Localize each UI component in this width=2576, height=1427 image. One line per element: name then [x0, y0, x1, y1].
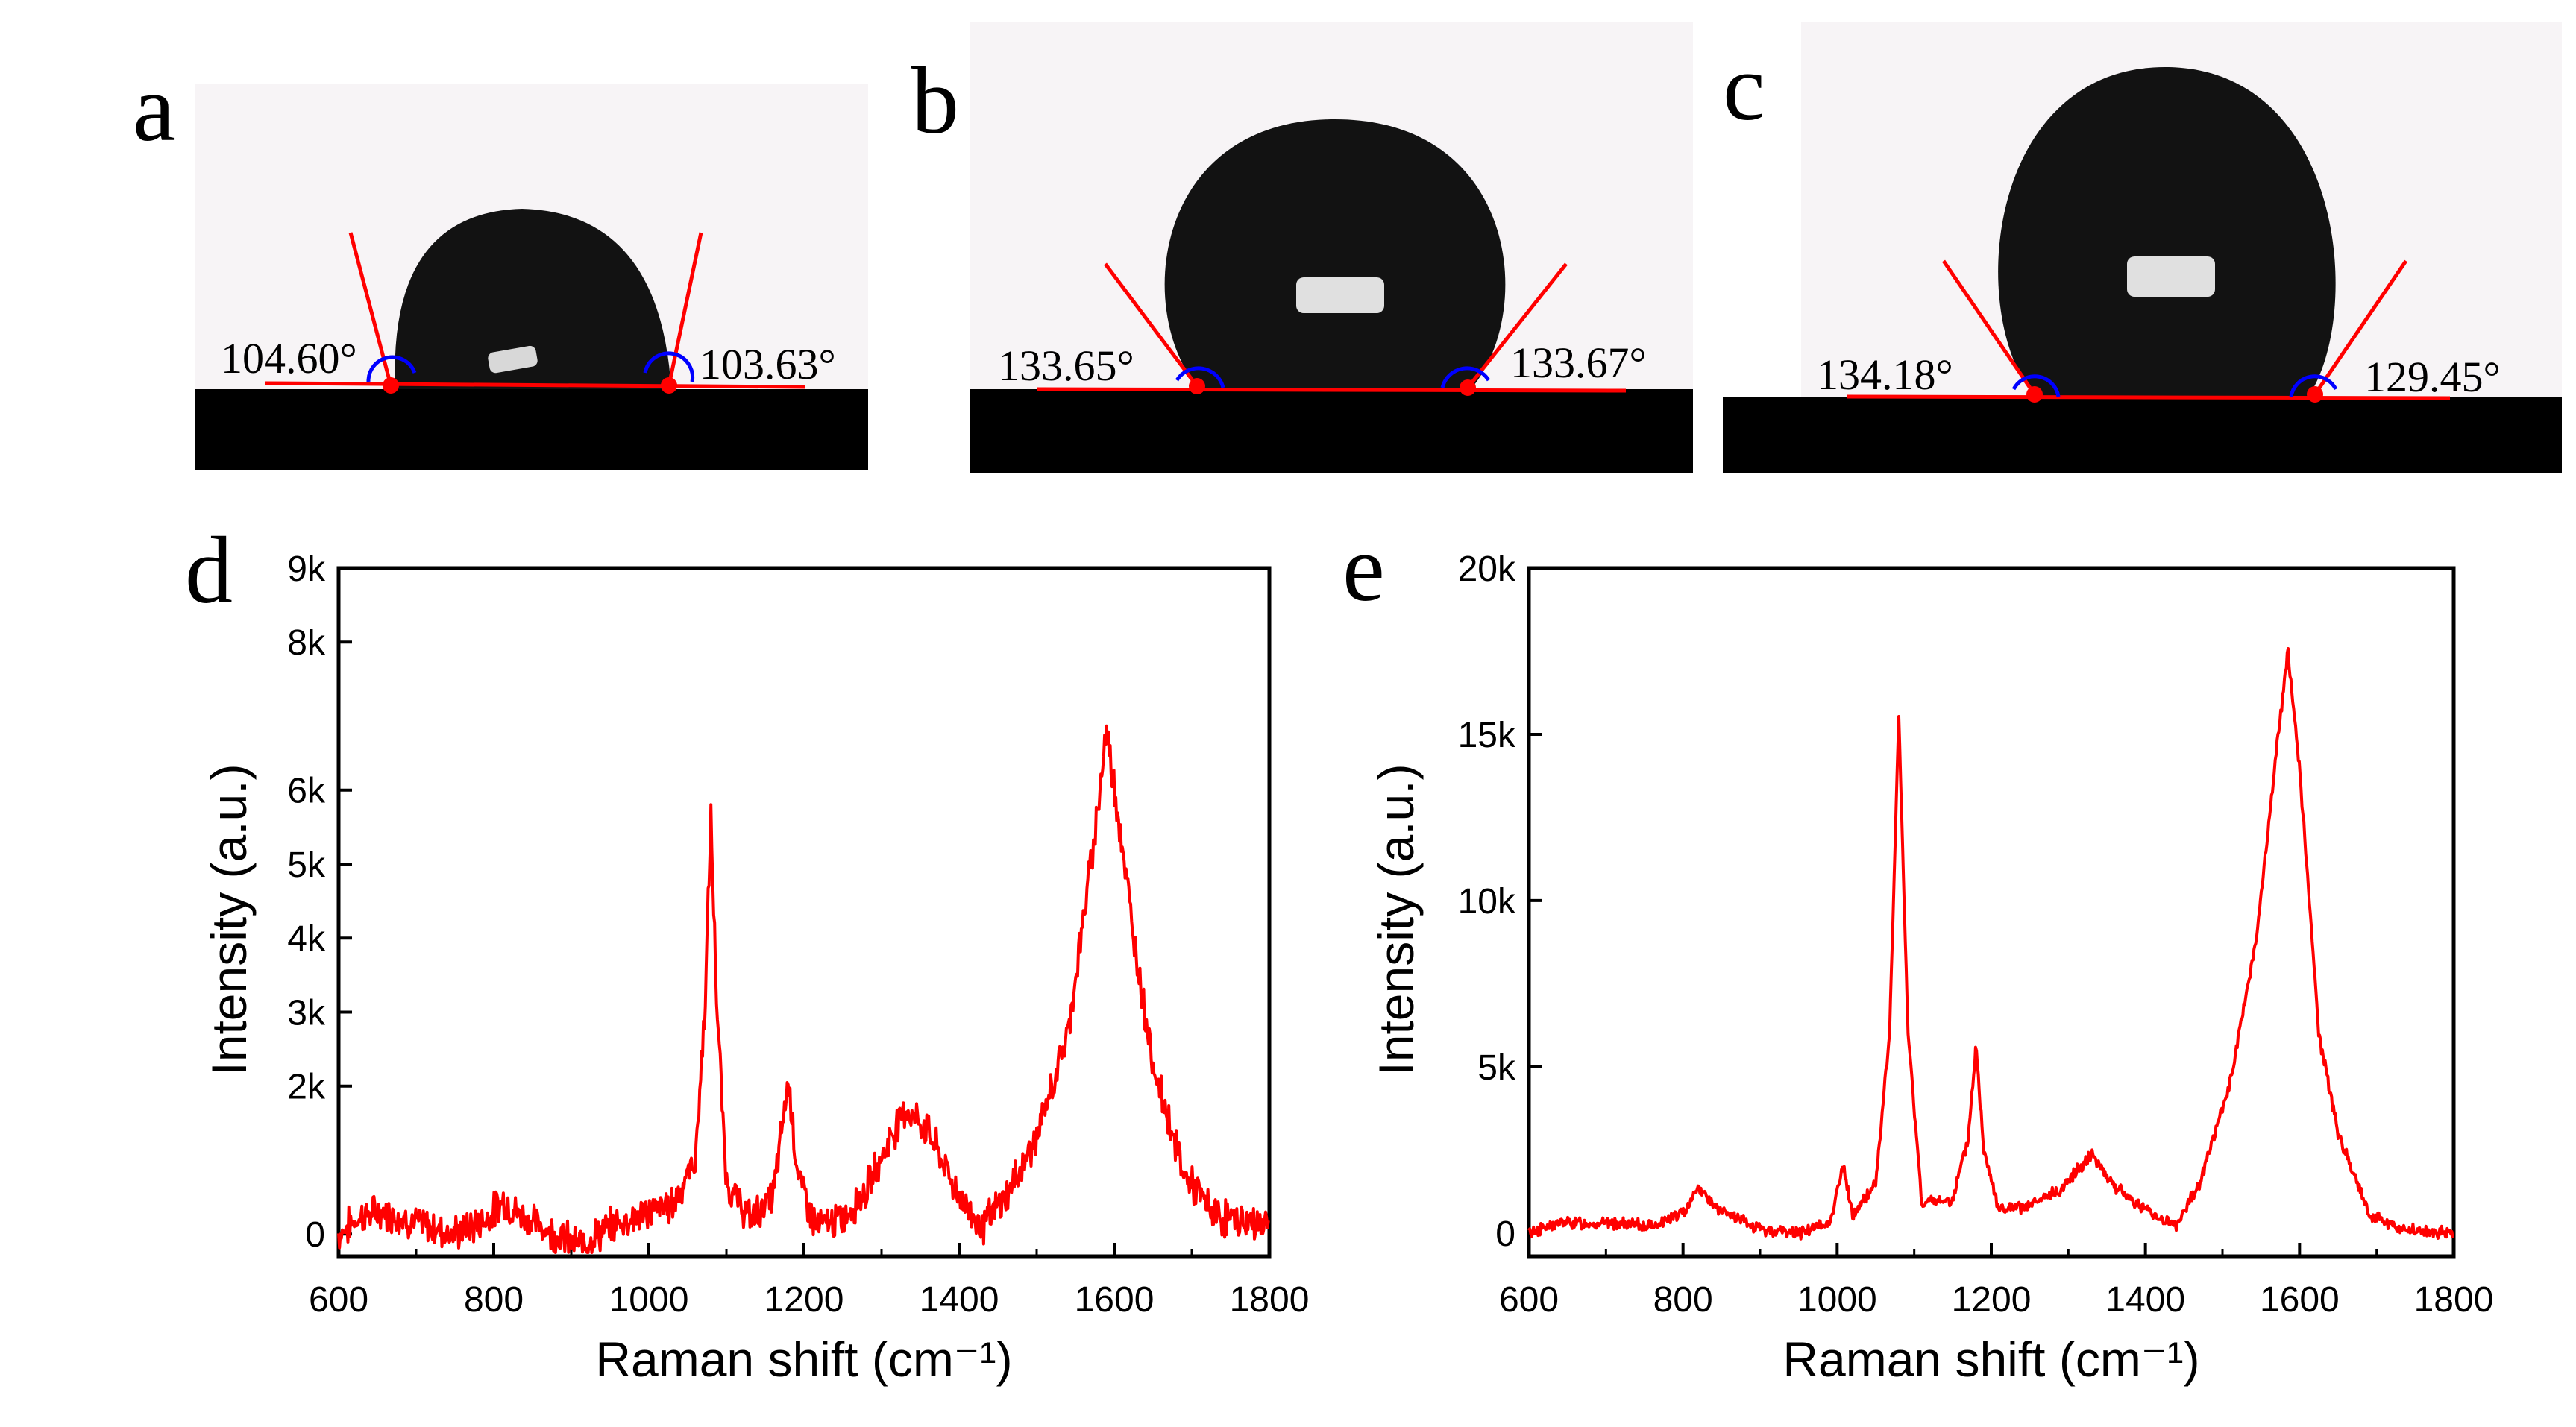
plot-frame-e: [1527, 566, 2456, 1259]
spectrum-line-d: [337, 724, 1270, 1254]
x-tick-label-e-1200: 1200: [1952, 1280, 2032, 1320]
tangent-a-right: [667, 232, 703, 386]
substrate-a: [195, 389, 868, 470]
chart-e: 600 800 1000 1200 1400 1600 1800 0 5k 10k 15k 20k Ra…: [1369, 549, 2493, 1387]
angle-arc-c-left: [2011, 374, 2061, 397]
droplet-c: [1998, 67, 2336, 397]
y-tick-label-d-4000: 4k: [287, 919, 326, 959]
panel-b: b 133.65° 133.67°: [911, 22, 1693, 473]
y-tick-label-d-6000: 6k: [287, 772, 326, 811]
x-axis-label-e: Raman shift (cm⁻¹): [1782, 1332, 2199, 1387]
x-tick-label-e-1600: 1600: [2260, 1280, 2340, 1320]
contact-point-c-right: [2307, 386, 2323, 403]
x-tick-label-d-800: 800: [464, 1280, 524, 1320]
contact-point-b-left: [1189, 378, 1205, 394]
x-tick-label-d-1600: 1600: [1075, 1280, 1155, 1320]
angle-arc-a-left: [366, 355, 417, 382]
x-axis-label-d: Raman shift (cm⁻¹): [595, 1332, 1012, 1387]
chart-d: 600 800 1000 1200 1400 1600 1800 0 2k 3k 4k 5k 6k 8k 9…: [201, 549, 1309, 1387]
baseline-a: [264, 381, 806, 389]
baseline-b: [1036, 387, 1627, 393]
contact-point-a-right: [661, 377, 677, 394]
panel-letter-a: a: [133, 55, 175, 161]
y-tick-label-d-9000: 9k: [287, 549, 326, 589]
substrate-b: [970, 389, 1693, 473]
x-tick-label-e-600: 600: [1499, 1280, 1559, 1320]
y-tick-label-d-5000: 5k: [287, 845, 326, 885]
panel-letter-d: d: [185, 517, 233, 623]
y-tick-label-e-10000: 10k: [1458, 882, 1516, 922]
substrate-c: [1723, 397, 2562, 473]
tangent-c-left: [1941, 259, 2037, 396]
tangent-b-left: [1104, 262, 1199, 388]
x-tick-label-d-1400: 1400: [920, 1280, 999, 1320]
panel-e: e 600 800 1000 1200 1400 1600 1800 0 5k 10k 15k 20k…: [1342, 515, 2493, 1387]
panel-letter-c: c: [1723, 34, 1765, 140]
droplet-a: [395, 209, 671, 389]
panel-d: d 600 800 1000 1200 1400 1600 1800 0 2k 3k 4k 5k 6k 8…: [185, 517, 1309, 1387]
angle-arc-a-right: [643, 351, 695, 382]
droplet-b: [1164, 119, 1506, 389]
angle-label-a-left: 104.60°: [221, 334, 357, 382]
tangent-b-right: [1466, 262, 1568, 389]
y-tick-label-e-5000: 5k: [1477, 1048, 1516, 1088]
droplet-c-highlight: [2127, 256, 2215, 297]
y-axis-label-e: Intensity (a.u.): [1369, 763, 1424, 1075]
panel-letter-b: b: [911, 48, 959, 154]
x-tick-label-e-1400: 1400: [2105, 1280, 2185, 1320]
y-tick-label-e-15000: 15k: [1458, 716, 1516, 755]
panel-a: a 104.60° 103.63°: [133, 55, 868, 470]
x-tick-label-d-1200: 1200: [764, 1280, 844, 1320]
y-tick-label-d-8000: 8k: [287, 623, 326, 663]
angle-label-a-right: 103.63°: [700, 340, 836, 388]
contact-point-c-left: [2026, 386, 2043, 403]
contact-point-b-right: [1460, 379, 1476, 396]
angle-arc-b-left: [1175, 366, 1225, 388]
panel-letter-e: e: [1342, 515, 1385, 621]
panel-c: c 134.18° 129.45°: [1723, 22, 2562, 473]
droplet-b-highlight: [1296, 277, 1384, 313]
y-tick-label-d-3000: 3k: [287, 993, 326, 1033]
spectrum-line-e: [1527, 647, 2454, 1241]
x-tick-label-d-1800: 1800: [1230, 1280, 1310, 1320]
tangent-c-right: [2313, 259, 2408, 396]
y-tick-label-d-2000: 2k: [287, 1068, 326, 1107]
contact-point-a-left: [383, 377, 399, 394]
angle-label-c-right: 129.45°: [2364, 353, 2501, 401]
angle-arc-b-right: [1440, 366, 1491, 388]
x-tick-label-e-1000: 1000: [1797, 1280, 1877, 1320]
x-tick-label-d-600: 600: [309, 1280, 368, 1320]
x-tick-label-e-800: 800: [1653, 1280, 1713, 1320]
y-axis-label-d: Intensity (a.u.): [201, 763, 257, 1075]
angle-label-b-right: 133.67°: [1510, 338, 1647, 387]
x-tick-label-d-1000: 1000: [609, 1280, 689, 1320]
y-tick-label-e-20000: 20k: [1458, 549, 1516, 589]
angle-label-c-left: 134.18°: [1817, 350, 1953, 399]
angle-label-b-left: 133.65°: [998, 341, 1134, 390]
angle-arc-c-right: [2289, 374, 2338, 397]
baseline-c: [1846, 394, 2451, 400]
y-tick-label-d-0: 0: [305, 1215, 325, 1255]
droplet-a-highlight: [488, 345, 538, 374]
x-tick-label-e-1800: 1800: [2414, 1280, 2494, 1320]
y-tick-label-e-0: 0: [1495, 1215, 1515, 1254]
